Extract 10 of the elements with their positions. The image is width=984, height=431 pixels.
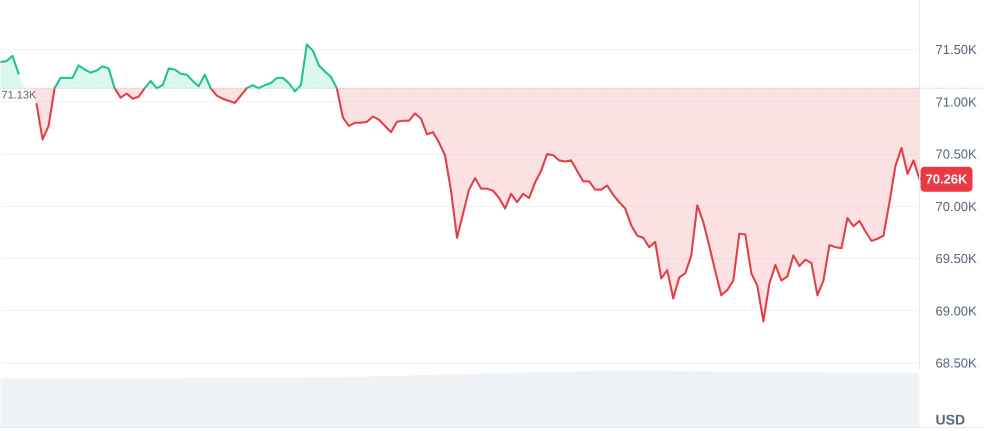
data-label: 70.26K bbox=[926, 172, 968, 187]
y-tick-label: 69.00K bbox=[936, 303, 978, 318]
y-tick-label: 71.50K bbox=[936, 42, 978, 58]
ref-line-label: 71.13K bbox=[2, 89, 38, 102]
y-tick-label: 70.50K bbox=[936, 146, 978, 162]
y-tick-label: 69.50K bbox=[936, 251, 978, 266]
y-axis-title: USD bbox=[936, 412, 966, 428]
y-tick-label: 70.00K bbox=[936, 198, 978, 214]
y-tick-label: 68.50K bbox=[936, 356, 978, 370]
y-tick-label: 71.00K bbox=[936, 94, 978, 110]
